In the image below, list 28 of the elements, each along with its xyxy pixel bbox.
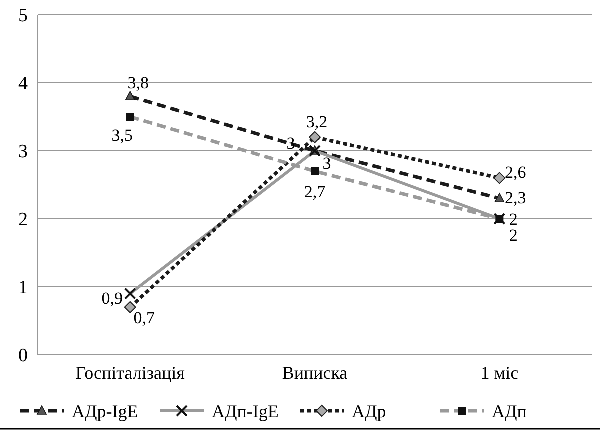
data-label: 2,7 — [304, 182, 326, 202]
data-label: 2,6 — [505, 163, 526, 182]
y-tick-label: 0 — [18, 346, 28, 367]
data-label: 3,8 — [128, 74, 149, 93]
legend-label: АДп-IgE — [212, 401, 279, 422]
point — [494, 193, 505, 202]
y-tick-label: 2 — [18, 210, 28, 231]
data-label: 3,2 — [306, 112, 328, 132]
x-tick-label: Виписка — [282, 363, 348, 383]
point — [494, 172, 506, 184]
point — [309, 131, 321, 144]
y-tick-label: 5 — [18, 6, 28, 27]
data-label: 0,9 — [102, 288, 123, 308]
legend-label: АДр — [352, 401, 386, 422]
y-tick-label: 4 — [18, 74, 28, 95]
x-tick-label: Госпіталізація — [76, 363, 185, 383]
data-label: 0,7 — [134, 308, 156, 328]
legend-label: АДп — [492, 401, 528, 422]
data-label: 3,5 — [112, 126, 133, 145]
data-label: 3 — [286, 134, 296, 153]
point — [124, 301, 136, 314]
data-label: 3 — [322, 154, 332, 173]
data-label: 2,3 — [505, 188, 526, 208]
y-tick-label: 1 — [18, 278, 28, 299]
x-tick-label: 1 міс — [480, 363, 519, 383]
legend-label: АДр-IgE — [72, 401, 138, 422]
y-tick-label: 3 — [18, 142, 28, 163]
point — [125, 91, 136, 100]
